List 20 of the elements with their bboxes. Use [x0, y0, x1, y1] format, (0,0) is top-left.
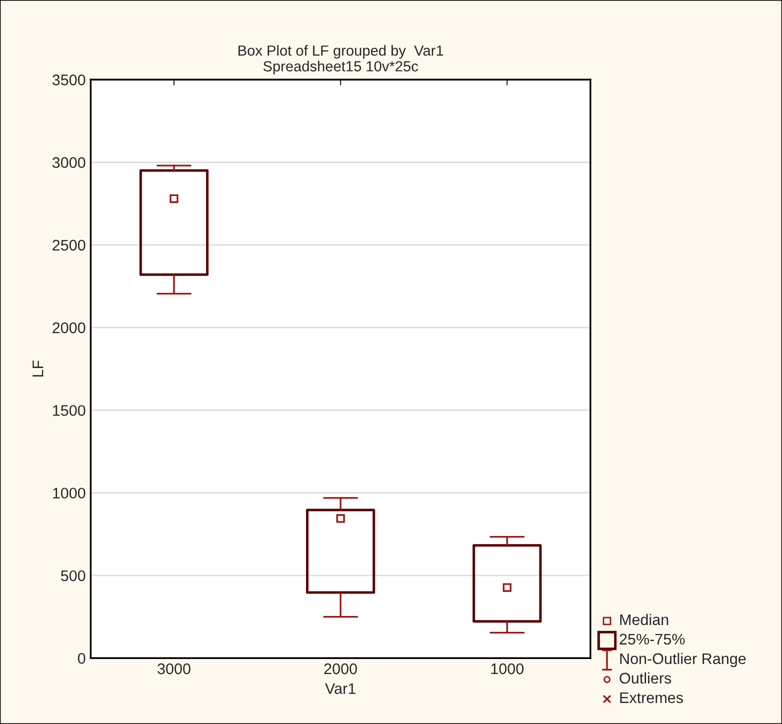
y-tick-label: 2500	[52, 240, 86, 251]
x-tick-label: 1000	[491, 663, 524, 674]
y-tick-label: 1500	[53, 405, 86, 416]
x-axis-title: Var1	[325, 683, 356, 694]
y-tick-label: 3000	[52, 157, 86, 168]
text: Non-Outlier Range	[620, 652, 746, 668]
text: Outliers	[620, 672, 672, 684]
y-tick-label: 1000	[53, 488, 86, 499]
y-tick-label: 0	[78, 652, 86, 664]
text: Extremes	[620, 692, 683, 704]
x-tick-label: 2000	[324, 663, 357, 674]
y-tick-label: 2000	[52, 322, 86, 334]
x-tick-label: 3000	[158, 663, 190, 674]
chart-subtitle: Spreadsheet15 10v*25c	[263, 60, 418, 74]
y-tick-label: 500	[60, 570, 86, 582]
text: 25%-75%	[620, 634, 685, 645]
text: Median	[620, 614, 668, 626]
y-axis-title: LF	[32, 360, 44, 377]
chart-title: Box Plot of LF grouped by Var1	[238, 45, 444, 59]
y-tick-label: 3500	[52, 74, 86, 86]
